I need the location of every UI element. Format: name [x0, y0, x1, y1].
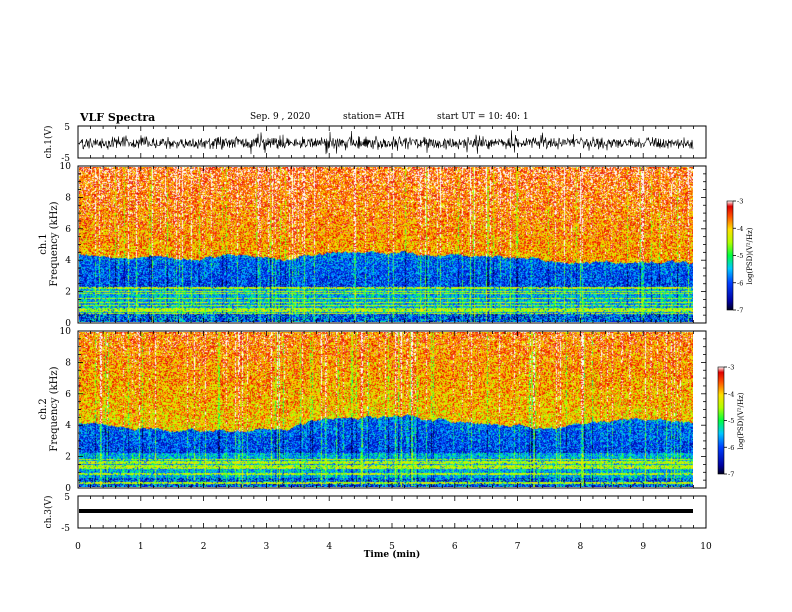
x-tick-label: 6: [452, 542, 458, 552]
y-tick-label: 10: [60, 327, 72, 337]
ch1-waveform-line: [78, 130, 694, 155]
colorbar-tick-label: -5: [737, 252, 743, 260]
colorbar-tick-label: -3: [737, 198, 743, 206]
colorbar-tick-label: -4: [737, 225, 743, 233]
time-axis-label: Time (min): [364, 549, 421, 560]
ch2-spectrogram-ylabel: Frequency (kHz): [49, 366, 60, 451]
x-tick-label: 8: [578, 542, 584, 552]
colorbar-tick-label: -3: [728, 364, 734, 372]
colorbar-tick-label: -7: [737, 307, 743, 315]
ch3-waveform-ticks: [77, 496, 707, 528]
ch1-waveform-ylabel: ch.1(V): [43, 126, 54, 159]
colorbar-tick-label: -6: [728, 444, 734, 452]
ch2-colorbar-label: log(PSD)(V²/Hz): [737, 392, 745, 449]
ch1-colorbar-ticks: -3 -4 -5 -6 -7: [733, 198, 743, 315]
ch3-waveform-ylabel: ch.3(V): [43, 496, 54, 529]
y-tick-label: 2: [65, 288, 71, 298]
colorbar-tick-label: -5: [728, 417, 734, 425]
start-time-label: start UT = 10: 40: 1: [437, 112, 529, 122]
y-tick-label: 10: [60, 162, 72, 172]
colorbar-tick-label: -6: [737, 279, 743, 287]
y-tick-label: 6: [65, 390, 71, 400]
ch1-spectrogram-ticks: [77, 165, 707, 324]
x-tick-label: 0: [75, 542, 81, 552]
ch1-ytick-bottom: -5: [61, 154, 70, 164]
x-tick-label: 10: [700, 542, 712, 552]
ch1-spectrogram-yticks: 0 2 4 6 8 10: [60, 162, 72, 329]
colorbar-tick-label: -4: [728, 390, 734, 398]
ch2-spectrogram-ticks: [77, 330, 707, 489]
ch2-spectrogram-yticks: 0 2 4 6 8 10: [60, 327, 72, 494]
ch1-spectrogram-ylabel-channel: ch.1: [38, 233, 49, 255]
ch2-spectrogram-image: [79, 332, 693, 487]
ch1-colorbar: [726, 200, 734, 311]
y-tick-label: 8: [65, 358, 71, 368]
ch1-colorbar-label: log(PSD)(V²/Hz): [746, 227, 754, 284]
y-tick-label: 8: [65, 193, 71, 203]
ch2-colorbar-ticks: -3 -4 -5 -6 -7: [724, 364, 734, 479]
ch1-spectrogram-image: [79, 167, 693, 322]
time-axis-ticklabels: 0 1 2 3 4 5 6 7 8 9 10: [75, 542, 712, 552]
colorbar-tick-label: -7: [728, 471, 734, 479]
ch1-ytick-top: 5: [64, 123, 70, 133]
ch3-ytick-bottom: -5: [61, 524, 70, 534]
station-label: station= ATH: [343, 112, 405, 122]
y-tick-label: 4: [65, 256, 71, 266]
x-tick-label: 7: [515, 542, 521, 552]
x-tick-label: 1: [138, 542, 144, 552]
ch1-waveform-ticks: [77, 126, 707, 158]
x-tick-label: 2: [201, 542, 207, 552]
panel-ch1-waveform: 5 -5 ch.1(V): [43, 123, 707, 164]
panel-ch3-waveform: 5 -5 ch.3(V) 0 1 2 3 4 5 6 7 8 9 10 Time (min): [43, 493, 712, 560]
ch1-spectrogram-ylabel: Frequency (kHz): [49, 201, 60, 286]
y-tick-label: 4: [65, 421, 71, 431]
ch2-colorbar: [717, 366, 725, 475]
x-tick-label: 3: [264, 542, 270, 552]
ch3-ytick-top: 5: [64, 493, 70, 503]
y-tick-label: 6: [65, 225, 71, 235]
y-tick-label: 2: [65, 453, 71, 463]
x-tick-label: 9: [640, 542, 646, 552]
figure-title: VLF Spectra: [80, 111, 156, 124]
x-tick-label: 5: [389, 542, 395, 552]
date-label: Sep. 9 , 2020: [250, 112, 311, 122]
ch3-waveform-line: [79, 509, 693, 513]
ch2-spectrogram-ylabel-channel: ch.2: [38, 398, 49, 420]
x-tick-label: 4: [326, 542, 332, 552]
y-tick-label: 0: [65, 484, 71, 494]
y-tick-label: 0: [65, 319, 71, 329]
